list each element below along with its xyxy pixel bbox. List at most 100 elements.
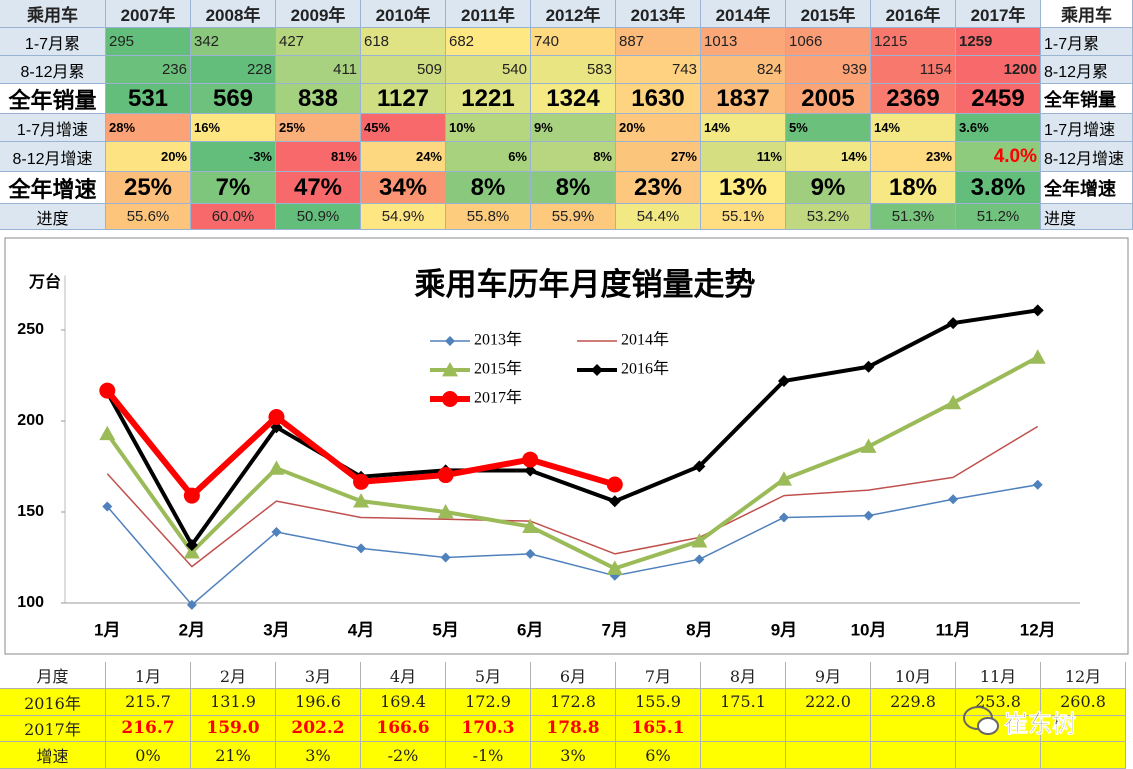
table-cell: 16% (191, 114, 276, 142)
table-cell: 27% (616, 142, 701, 172)
table-cell: 887 (616, 28, 701, 56)
marker (102, 501, 113, 512)
table-cell: 3.8% (956, 172, 1041, 204)
marker (524, 464, 537, 477)
marker (1029, 349, 1046, 364)
table-cell: 2015年 (786, 0, 871, 28)
table-cell (786, 742, 871, 769)
marker (356, 543, 367, 554)
marker (186, 599, 197, 610)
table-cell: 2014年 (701, 0, 786, 28)
table-cell: 6% (616, 742, 701, 769)
x-tick-label: 9月 (771, 620, 797, 639)
table-cell: 5月 (446, 662, 531, 689)
table-cell: 9% (531, 114, 616, 142)
table-cell: 236 (106, 56, 191, 84)
table-cell: 21% (191, 742, 276, 769)
table-cell: 411 (276, 56, 361, 84)
table-cell (871, 742, 956, 769)
marker (99, 425, 116, 441)
table-cell: 月度 (0, 662, 106, 689)
table-cell: 4.0% (956, 142, 1041, 172)
table-cell: 47% (276, 172, 361, 204)
table-cell: 8-12月增速 (0, 142, 106, 172)
table-cell: 939 (786, 56, 871, 84)
table-cell: 8-12月累 (0, 56, 106, 84)
table-cell: 12月 (1041, 662, 1126, 689)
table-cell: 2月 (191, 662, 276, 689)
table-cell: 18% (871, 172, 956, 204)
table-cell: -2% (361, 742, 446, 769)
marker (608, 495, 621, 508)
table-cell: 8% (531, 172, 616, 204)
table-cell: 24% (361, 142, 446, 172)
table-cell: 8月 (701, 662, 786, 689)
table-cell: 2009年 (276, 0, 361, 28)
table-cell: 2459 (956, 84, 1041, 114)
table-cell: 13% (701, 172, 786, 204)
table-cell: 253.8 (956, 688, 1041, 716)
table-cell (701, 742, 786, 769)
table-cell: 全年销量 (1041, 84, 1133, 114)
table-cell: 682 (446, 28, 531, 56)
table-cell: 1154 (871, 56, 956, 84)
marker (945, 394, 962, 410)
marker (445, 336, 455, 346)
table-cell: 全年增速 (0, 172, 106, 204)
table-cell: 乘用车 (0, 0, 106, 28)
table-cell: 8% (531, 142, 616, 172)
table-cell: 427 (276, 28, 361, 56)
marker (270, 421, 283, 434)
table-cell: 2005 (786, 84, 871, 114)
table-cell (871, 715, 956, 743)
table-cell: 1-7月增速 (0, 114, 106, 142)
table-cell: 3.6% (956, 114, 1041, 142)
table-cell: 569 (191, 84, 276, 114)
table-cell: 172.8 (531, 688, 616, 716)
table-cell: 1837 (701, 84, 786, 114)
table-cell: 222.0 (786, 688, 871, 716)
table-cell: 215.7 (106, 688, 191, 716)
marker (522, 518, 539, 533)
table-cell: 25% (276, 114, 361, 142)
legend-label: 2016年 (621, 360, 669, 378)
table-cell: 159.0 (191, 715, 276, 743)
marker (183, 544, 200, 559)
table-cell: 20% (106, 142, 191, 172)
table-cell: 全年销量 (0, 84, 106, 114)
y-tick-label: 150 (17, 503, 44, 520)
table-cell: 131.9 (191, 688, 276, 716)
table-cell: 295 (106, 28, 191, 56)
marker (268, 460, 285, 475)
chart: 乘用车历年月度销量走势 万台 100 150 200 250 1月 2月 3月 4月 5月 6月 7… (4, 237, 1129, 655)
y-tick-label: 200 (17, 412, 44, 429)
table-cell: 23% (871, 142, 956, 172)
y-unit: 万台 (28, 272, 61, 291)
table-cell: 1259 (956, 28, 1041, 56)
table-cell: 260.8 (1041, 688, 1126, 716)
table-cell: 11月 (956, 662, 1041, 689)
table-cell: 9% (786, 172, 871, 204)
table-cell: 10月 (871, 662, 956, 689)
table-cell: 583 (531, 56, 616, 84)
table-cell: 14% (871, 114, 956, 142)
table-cell: 342 (191, 28, 276, 56)
table-cell: 169.4 (361, 688, 446, 716)
marker (778, 512, 789, 523)
table-cell: 增速 (0, 742, 106, 769)
table-cell: 1-7月增速 (1041, 114, 1133, 142)
table-cell: 51.3% (871, 204, 956, 230)
table-cell: 10% (446, 114, 531, 142)
table-cell: 540 (446, 56, 531, 84)
table-cell: 25% (106, 172, 191, 204)
marker (863, 510, 874, 521)
marker (691, 533, 708, 548)
table-cell: 228 (191, 56, 276, 84)
legend-label: 2014年 (621, 331, 669, 349)
table-cell: -3% (191, 142, 276, 172)
marker (185, 538, 198, 551)
table-cell: 7月 (616, 662, 701, 689)
series-line (106, 483, 1038, 606)
table-cell: 20% (616, 114, 701, 142)
x-tick-label: 3月 (263, 620, 289, 639)
